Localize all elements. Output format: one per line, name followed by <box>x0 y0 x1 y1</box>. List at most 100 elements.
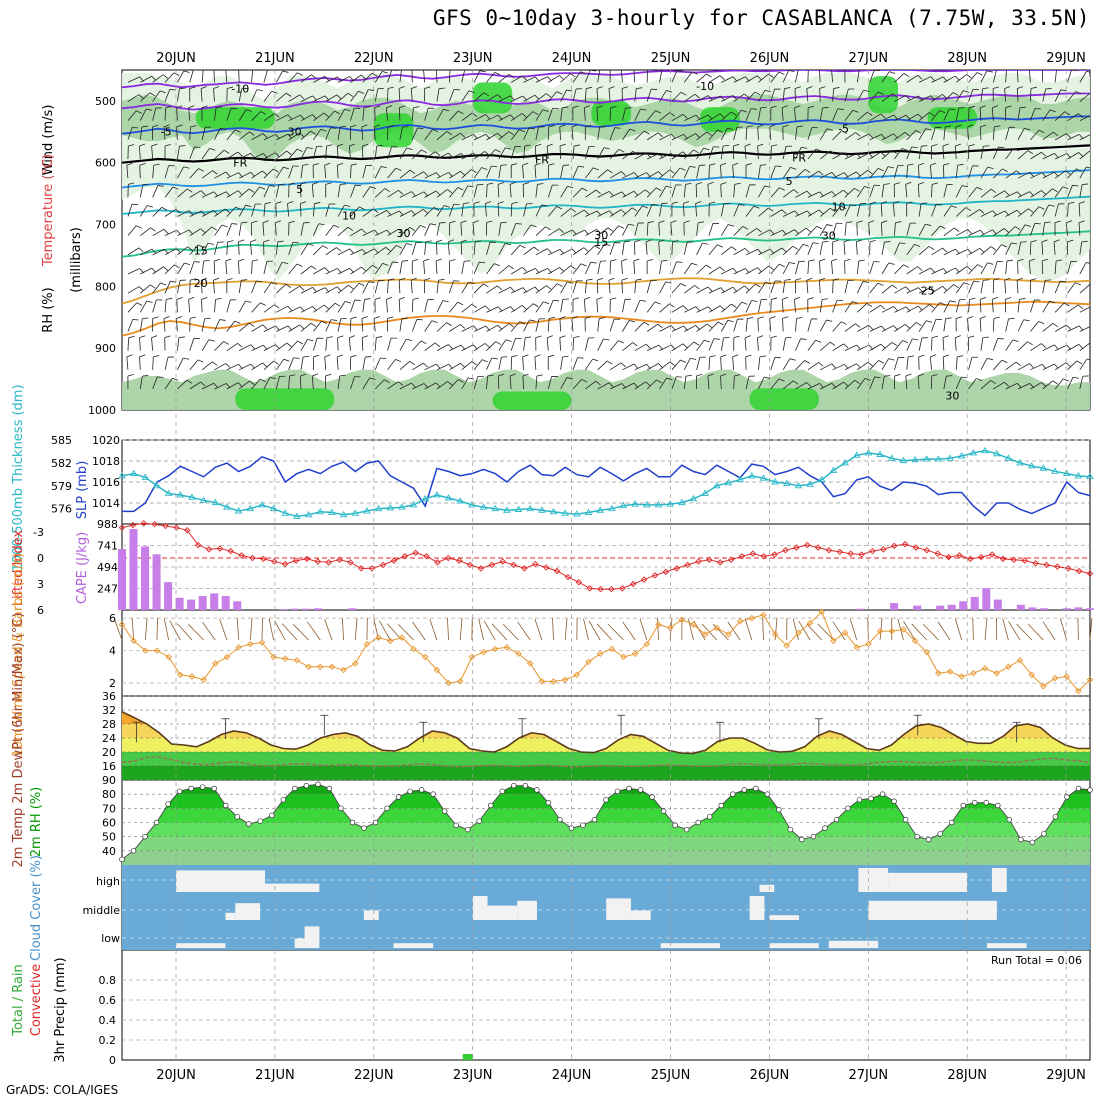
wind-barb <box>423 362 429 368</box>
wind-barb <box>957 163 964 166</box>
wind-barb <box>939 110 946 114</box>
series-marker <box>573 671 581 679</box>
wind-barb <box>671 201 678 204</box>
cloud-cell <box>472 896 488 920</box>
wind-barb <box>559 143 566 147</box>
wind-barb <box>547 283 558 294</box>
wind-barb <box>802 243 809 247</box>
series-marker <box>177 671 184 679</box>
wind-barb <box>161 206 168 211</box>
wind-barb <box>300 201 307 204</box>
date-label-bottom: 22JUN <box>354 1068 394 1083</box>
series-marker <box>825 546 833 554</box>
wind-barb <box>248 322 255 327</box>
wind-barb <box>1041 241 1044 255</box>
wind-barb <box>545 226 551 231</box>
wind-barb <box>201 170 213 179</box>
wind-barb <box>720 337 724 351</box>
wind-barb <box>819 319 827 332</box>
wind-barb <box>399 261 403 275</box>
wind-barb <box>621 67 627 69</box>
wind-barb <box>176 229 182 235</box>
wind-barb <box>671 241 673 255</box>
wind-barb <box>745 184 750 198</box>
wind-barb <box>534 268 540 274</box>
wind-barb <box>826 319 833 322</box>
wind-barb <box>487 182 494 185</box>
wind-barb <box>152 74 164 83</box>
wind-barb <box>398 86 405 89</box>
wind-barb <box>915 130 922 134</box>
wind-barb <box>784 279 791 281</box>
wind-barb <box>706 323 713 329</box>
wind-barb <box>820 382 833 390</box>
wind-barb <box>987 262 994 265</box>
wind-barb <box>733 143 740 147</box>
wind-barb <box>508 131 514 136</box>
wind-barb <box>152 282 161 294</box>
tick-pressure: 800 <box>95 280 116 293</box>
series-marker <box>946 454 954 461</box>
tick-cloud: high <box>96 875 120 888</box>
wind-barb <box>943 126 946 140</box>
series-marker <box>736 618 744 625</box>
wind-barb <box>387 190 399 198</box>
wind-barb <box>1008 621 1021 641</box>
wind-barb <box>894 131 906 141</box>
wind-barb <box>337 376 340 390</box>
wind-barb <box>151 248 157 254</box>
series-marker <box>911 637 919 645</box>
series-marker <box>199 784 206 790</box>
wind-barb <box>132 318 139 321</box>
wind-barb <box>498 222 502 236</box>
wind-barb <box>306 147 313 149</box>
wind-barb <box>889 71 896 74</box>
wind-barb <box>263 239 270 243</box>
wind-barb <box>1042 323 1054 332</box>
wind-barb <box>375 229 388 237</box>
series-marker <box>1005 663 1012 671</box>
wind-barb <box>671 167 681 179</box>
wind-barb <box>862 281 869 283</box>
tick-pressure: 700 <box>95 219 116 232</box>
wind-barb <box>806 86 813 89</box>
wind-barb <box>139 318 143 332</box>
wind-barb <box>139 184 144 198</box>
wind-barb <box>525 336 532 339</box>
wind-barb <box>945 125 952 128</box>
wind-barb <box>844 363 857 371</box>
wind-barb <box>460 132 466 138</box>
series-marker <box>165 801 171 807</box>
wind-barb <box>500 164 507 166</box>
wind-barb <box>957 355 964 358</box>
wind-barb <box>622 207 633 217</box>
wind-barb <box>249 618 253 641</box>
wind-barb <box>523 111 534 121</box>
wind-barb <box>1005 318 1009 332</box>
wind-barb <box>931 110 940 121</box>
wind-barb <box>313 245 323 256</box>
wind-barb <box>832 88 835 102</box>
wind-barb <box>1079 150 1090 160</box>
rh-saturated-patch <box>591 100 631 126</box>
wind-barb <box>1029 258 1036 262</box>
wind-barb <box>164 186 174 198</box>
wind-barb <box>881 376 885 390</box>
cape-lifted-index-panel <box>118 520 1094 610</box>
wind-barb <box>795 382 807 390</box>
wind-barb <box>585 380 597 390</box>
wind-barb <box>671 325 684 332</box>
wind-barb <box>757 143 764 147</box>
wind-barb <box>449 132 461 141</box>
wind-barb <box>597 169 608 179</box>
wind-barb <box>127 110 137 121</box>
tick-lifted-index: 3 <box>37 578 44 591</box>
wind-barb <box>1049 300 1056 304</box>
wind-barb <box>299 181 306 185</box>
wind-barb <box>231 223 238 225</box>
wind-barb <box>140 248 153 256</box>
wind-barb <box>758 299 762 313</box>
wind-barb <box>299 132 305 138</box>
series-marker <box>912 544 920 551</box>
series-line-2m-temp <box>121 711 1090 755</box>
